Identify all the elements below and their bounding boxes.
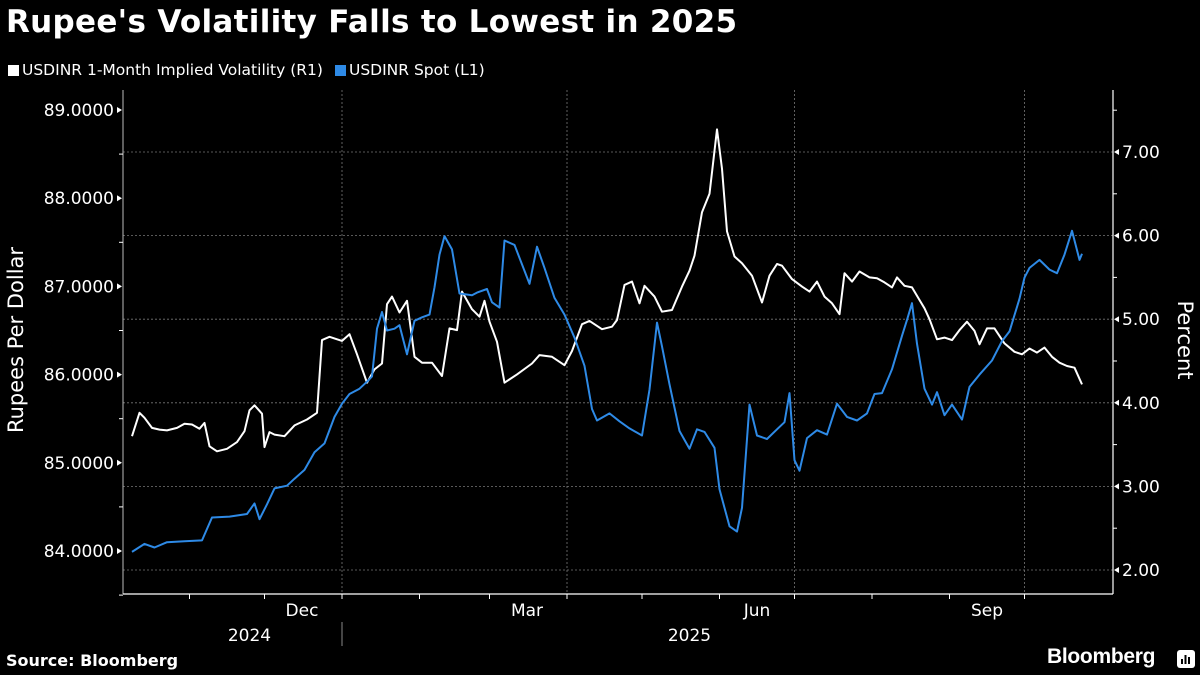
y-right-tick-label: 7.00 — [1122, 143, 1160, 163]
y-right-tick-marker — [1114, 316, 1119, 323]
x-month-label: Mar — [511, 601, 543, 621]
legend-label-volatility: USDINR 1-Month Implied Volatility (R1) — [22, 61, 323, 79]
legend-item-volatility: USDINR 1-Month Implied Volatility (R1) — [8, 61, 323, 79]
chart-title: Rupee's Volatility Falls to Lowest in 20… — [6, 4, 738, 40]
y-axis-left-title: Rupees Per Dollar — [4, 247, 28, 433]
y-left-tick-marker — [117, 459, 122, 466]
y-right-tick-label: 6.00 — [1122, 227, 1160, 247]
y-left-tick-marker — [117, 195, 122, 202]
y-right-tick-label: 2.00 — [1122, 561, 1160, 581]
y-left-tick-label: 88.0000 — [44, 189, 114, 209]
y-left-tick-marker — [117, 371, 122, 378]
y-right-tick-label: 4.00 — [1122, 394, 1160, 414]
y-left-tick-marker — [117, 283, 122, 290]
y-left-tick-marker — [117, 107, 122, 113]
y-left-tick-label: 86.0000 — [44, 366, 114, 386]
x-month-label: Sep — [971, 601, 1003, 621]
grid — [123, 90, 1113, 594]
tick-labels: 84.0000 85.0000 86.0000 87.0000 88.0000 89.00… — [44, 101, 1160, 646]
series-lines — [131, 128, 1083, 553]
y-left-tick-label: 84.0000 — [44, 542, 114, 562]
y-right-tick-marker — [1114, 149, 1119, 155]
legend: USDINR 1-Month Implied Volatility (R1) U… — [8, 61, 497, 79]
legend-label-spot: USDINR Spot (L1) — [348, 61, 485, 79]
x-month-label: Jun — [743, 601, 771, 621]
axes — [117, 90, 1119, 646]
y-left-tick-label: 87.0000 — [44, 277, 114, 297]
x-year-label: 2024 — [228, 626, 271, 646]
x-month-label: Dec — [286, 601, 319, 621]
source-note: Source: Bloomberg — [6, 651, 179, 670]
y-axis-right-title: Percent — [1173, 300, 1197, 379]
legend-swatch-spot — [334, 64, 346, 76]
bloomberg-chart-icon — [1177, 650, 1195, 668]
series-line-volatility — [131, 128, 1083, 453]
y-right-tick-marker — [1114, 567, 1119, 573]
y-right-tick-marker — [1114, 483, 1119, 490]
y-right-tick-label: 3.00 — [1122, 477, 1160, 497]
series-line-spot — [131, 229, 1083, 553]
legend-swatch-volatility — [8, 64, 19, 76]
y-left-tick-label: 85.0000 — [44, 454, 114, 474]
y-right-tick-label: 5.00 — [1122, 310, 1160, 330]
x-year-label: 2025 — [668, 626, 711, 646]
y-right-tick-marker — [1114, 232, 1119, 239]
brand-logo: Bloomberg — [1047, 645, 1156, 668]
y-right-tick-marker — [1114, 399, 1119, 406]
y-left-tick-label: 89.0000 — [44, 101, 114, 121]
y-left-tick-marker — [117, 548, 122, 554]
legend-item-spot: USDINR Spot (L1) — [334, 61, 485, 79]
